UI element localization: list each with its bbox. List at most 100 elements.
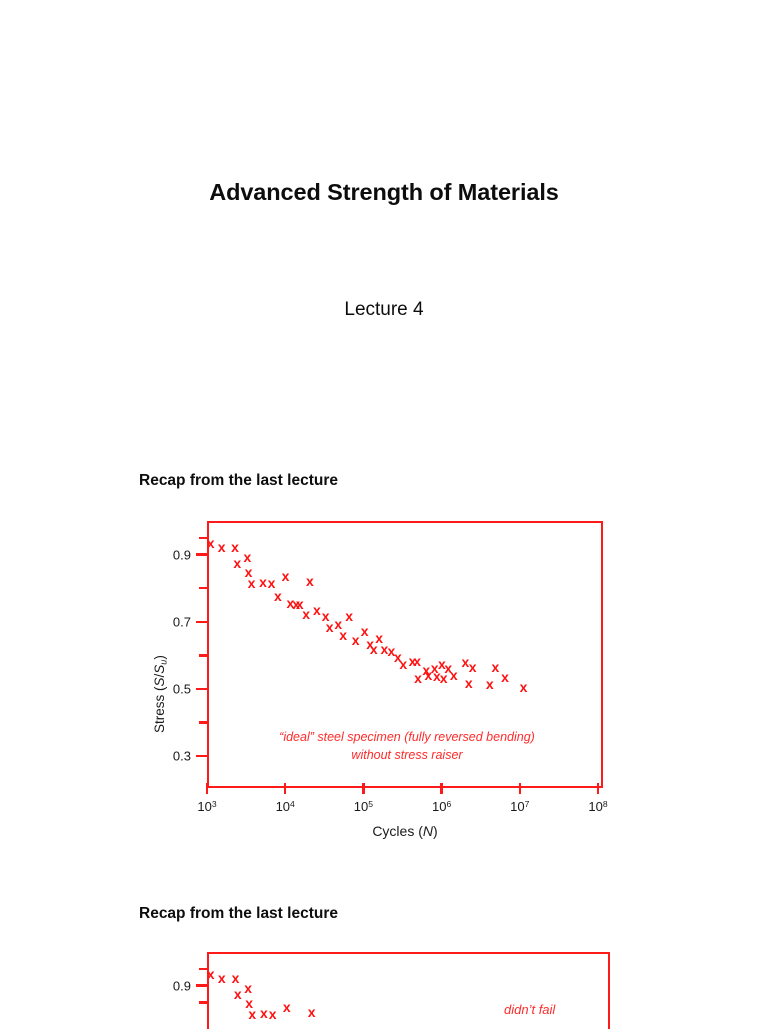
data-point-marker: x bbox=[321, 608, 330, 625]
data-point-marker: x bbox=[243, 548, 252, 565]
data-point-marker: x bbox=[408, 653, 417, 670]
data-point-marker: x bbox=[217, 539, 226, 556]
x-tick bbox=[440, 783, 443, 794]
data-point-marker: x bbox=[248, 1005, 257, 1022]
y-tick-major bbox=[196, 687, 208, 691]
data-point-marker: x bbox=[281, 568, 290, 585]
data-point-marker: x bbox=[245, 994, 254, 1011]
data-point-marker: x bbox=[282, 999, 291, 1016]
data-point-marker: x bbox=[286, 594, 295, 611]
y-tick-minor bbox=[199, 1001, 208, 1004]
data-point-marker: x bbox=[424, 666, 433, 683]
y-tick-minor bbox=[199, 586, 208, 590]
data-point-marker: x bbox=[259, 1004, 268, 1021]
data-point-marker: x bbox=[485, 675, 494, 692]
data-point-marker: x bbox=[430, 660, 439, 677]
data-point-marker: x bbox=[345, 608, 354, 625]
x-tick-label: 103 bbox=[197, 799, 217, 814]
y-tick-major bbox=[196, 620, 208, 624]
x-tick-label: 108 bbox=[588, 799, 608, 814]
data-point-marker: x bbox=[325, 619, 334, 636]
y-tick-minor bbox=[199, 654, 208, 657]
y-tick-label: 0.9 bbox=[172, 978, 191, 994]
data-point-marker: x bbox=[437, 656, 446, 673]
data-point-marker: x bbox=[244, 563, 253, 580]
data-point-marker: x bbox=[461, 654, 470, 671]
y-tick-label: 0.9 bbox=[172, 547, 191, 563]
data-point-marker: x bbox=[339, 626, 348, 643]
data-point-marker: x bbox=[360, 622, 369, 639]
data-point-marker: x bbox=[267, 574, 276, 591]
specimen-annotation: “ideal” steel specimen (fully reversed b… bbox=[209, 728, 605, 764]
data-point-marker: x bbox=[259, 573, 267, 590]
page-title: Advanced Strength of Materials bbox=[209, 178, 559, 205]
data-point-marker: x bbox=[209, 965, 215, 982]
data-point-marker: x bbox=[519, 678, 528, 695]
x-tick bbox=[283, 783, 287, 794]
data-point-marker: x bbox=[501, 668, 509, 685]
data-point-marker: x bbox=[305, 572, 314, 589]
data-point-marker: x bbox=[366, 635, 374, 652]
lecture-subtitle: Lecture 4 bbox=[344, 299, 424, 320]
y-tick-minor bbox=[199, 721, 208, 724]
y-tick-minor bbox=[199, 967, 208, 971]
data-point-marker: x bbox=[307, 1003, 316, 1020]
data-point-marker: x bbox=[244, 979, 252, 996]
x-tick-label: 107 bbox=[510, 799, 530, 814]
y-tick-major bbox=[196, 754, 208, 758]
data-point-marker: x bbox=[414, 669, 422, 686]
x-axis-label: Cycles (N) bbox=[207, 823, 603, 839]
y-tick-major bbox=[196, 984, 208, 987]
didnt-fail-annotation: didn’t fail bbox=[504, 1002, 556, 1017]
x-tick bbox=[596, 783, 600, 794]
y-tick-label: 0.5 bbox=[172, 681, 191, 697]
x-tick-label: 106 bbox=[431, 799, 452, 814]
data-point-marker: x bbox=[295, 595, 304, 612]
data-point-marker: x bbox=[369, 641, 378, 657]
data-point-marker: x bbox=[468, 658, 477, 675]
data-point-marker: x bbox=[439, 669, 448, 686]
section-heading-2: Recap from the last lecture bbox=[139, 905, 338, 922]
annotation-line-2: without stress raiser bbox=[351, 748, 463, 763]
y-tick-minor bbox=[199, 536, 208, 540]
data-point-marker: x bbox=[413, 653, 422, 670]
data-point-marker: x bbox=[449, 666, 458, 683]
data-point-marker: x bbox=[247, 574, 256, 591]
data-point-marker: x bbox=[233, 985, 242, 1002]
data-point-marker: x bbox=[334, 615, 343, 632]
data-point-marker: x bbox=[268, 1005, 277, 1022]
data-point-marker: x bbox=[491, 658, 500, 675]
data-point-marker: x bbox=[233, 554, 242, 571]
y-tick-major bbox=[196, 553, 208, 556]
x-tick bbox=[518, 783, 522, 794]
data-point-marker: x bbox=[209, 534, 215, 551]
x-tick bbox=[205, 783, 209, 794]
data-point-marker: x bbox=[444, 660, 453, 677]
y-tick-label: 0.7 bbox=[172, 614, 191, 630]
data-point-marker: x bbox=[422, 662, 431, 679]
data-point-marker: x bbox=[375, 629, 384, 646]
data-point-marker: x bbox=[231, 538, 239, 555]
x-axis-label-text: Cycles (N) bbox=[372, 823, 438, 839]
data-point-marker: x bbox=[387, 643, 396, 660]
x-tick-label: 105 bbox=[353, 799, 374, 814]
data-point-marker: x bbox=[217, 970, 226, 987]
data-point-marker: x bbox=[464, 674, 473, 691]
data-point-marker: x bbox=[273, 588, 282, 605]
y-tick-label: 0.3 bbox=[172, 748, 191, 764]
data-point-marker: x bbox=[302, 606, 311, 623]
annotation-line-1: “ideal” steel specimen (fully reversed b… bbox=[279, 730, 535, 744]
data-point-marker: x bbox=[292, 595, 300, 612]
data-point-marker: x bbox=[380, 641, 389, 657]
data-point-marker: x bbox=[399, 656, 408, 673]
data-point-marker: x bbox=[312, 602, 321, 619]
data-point-marker: x bbox=[351, 631, 360, 648]
x-tick bbox=[362, 783, 365, 794]
data-point-marker: x bbox=[393, 648, 402, 665]
